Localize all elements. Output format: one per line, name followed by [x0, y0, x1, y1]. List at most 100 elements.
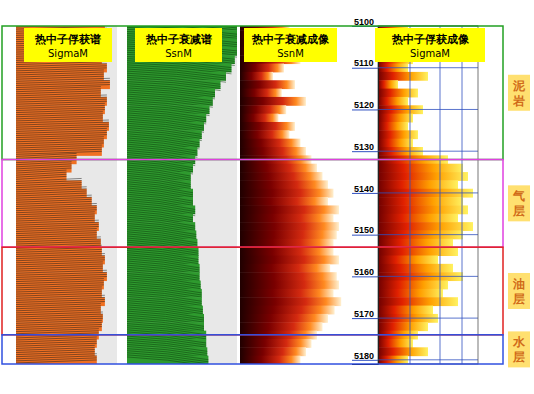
spectrum-fill — [16, 197, 92, 206]
tick-label: 5140 — [354, 184, 374, 194]
spectrum-wave — [127, 255, 199, 264]
grid-line — [378, 276, 478, 277]
image-strip — [240, 230, 337, 239]
track-title: 热中子俘获谱 — [34, 33, 101, 46]
image-strip — [240, 72, 273, 81]
image-strip — [378, 97, 408, 106]
track-title: 热中子衰减谱 — [145, 33, 212, 46]
image-strip — [240, 130, 290, 139]
track — [240, 26, 350, 364]
zone-label-box — [508, 273, 530, 309]
image-strip — [378, 139, 413, 148]
spectrum-wave — [127, 213, 193, 222]
image-strip — [240, 164, 317, 173]
spectrum-fill — [16, 314, 103, 323]
image-strip — [378, 256, 438, 265]
header-box — [24, 28, 112, 62]
track-background — [240, 26, 350, 364]
image-strip — [240, 122, 295, 131]
spectrum-wave — [16, 151, 102, 154]
spectrum-fill — [16, 105, 105, 114]
tick: 5130 — [352, 142, 378, 152]
spectrum-fill — [16, 189, 87, 198]
spectrum-fill — [16, 247, 102, 256]
track-background — [16, 26, 117, 364]
spectrum-fill — [16, 322, 102, 331]
image-strip — [378, 72, 428, 81]
spectrum-fill — [16, 97, 107, 106]
image-strip — [378, 306, 433, 315]
image-strip — [240, 222, 339, 231]
spectrum-fill — [16, 230, 97, 239]
tick: 5100 — [352, 17, 378, 27]
zone-label: 泥岩 — [512, 79, 526, 108]
chart: 510051105120513051405150516051705180泥岩气层… — [0, 0, 534, 394]
tick: 5180 — [352, 351, 378, 361]
image-strip — [240, 322, 323, 331]
image-strip — [378, 205, 468, 214]
tick-label: 5160 — [354, 267, 374, 277]
image-strip — [378, 264, 453, 273]
image-strip — [240, 105, 286, 114]
tick: 5160 — [352, 267, 378, 277]
grid-line — [378, 151, 478, 152]
tick-label: 5170 — [354, 309, 374, 319]
spectrum-wave — [16, 168, 72, 171]
spectrum-wave — [127, 347, 207, 356]
track — [127, 26, 237, 364]
grid-line-vertical — [440, 26, 441, 364]
grid-line — [378, 318, 478, 319]
image-strip — [378, 130, 418, 139]
image-strip — [240, 114, 279, 123]
image-strip — [240, 281, 339, 290]
image-strip — [240, 239, 334, 248]
spectrum-fill — [16, 180, 82, 189]
image-strip — [378, 180, 458, 189]
image-strip — [378, 222, 473, 231]
image-strip — [240, 339, 312, 348]
image-strip — [378, 239, 453, 248]
spectrum-wave — [127, 305, 203, 314]
spectrum-fill — [16, 256, 105, 265]
header-box — [375, 28, 485, 62]
spectrum-wave — [127, 221, 195, 230]
zone-box — [2, 335, 503, 364]
image-strip — [240, 214, 334, 223]
image-strip — [378, 89, 418, 98]
image-strip — [240, 172, 323, 181]
spectrum-wave — [16, 360, 97, 363]
tick: 5150 — [352, 225, 378, 235]
track-background — [127, 26, 237, 364]
track-background — [378, 26, 478, 364]
image-strip — [240, 264, 330, 273]
zone-box — [2, 26, 503, 160]
tick: 5120 — [352, 100, 378, 110]
zone-label-box — [508, 185, 530, 221]
spectrum-wave — [127, 280, 201, 289]
track — [378, 26, 478, 364]
spectrum-fill — [16, 114, 103, 123]
image-strip — [240, 289, 334, 298]
tick-label: 5120 — [354, 100, 374, 110]
tick-label: 5130 — [354, 142, 374, 152]
spectrum-wave — [127, 321, 204, 330]
spectrum-wave — [127, 196, 193, 205]
tick-label: 5180 — [354, 351, 374, 361]
image-strip — [378, 339, 413, 348]
image-strip — [240, 147, 306, 156]
image-strip — [240, 347, 306, 356]
axis-line — [352, 27, 379, 365]
spectrum-fill — [16, 239, 101, 248]
track-curve: SsnM — [165, 48, 192, 59]
spectrum-wave — [127, 271, 200, 280]
track-title: 热中子衰减成像 — [251, 33, 330, 46]
spectrum-fill — [16, 222, 99, 231]
tick-label: 5150 — [354, 225, 374, 235]
track-curve: SsnM — [277, 48, 304, 59]
image-strip — [378, 114, 413, 123]
spectrum-fill — [16, 64, 107, 73]
image-strip — [378, 164, 463, 173]
spectrum-fill — [16, 72, 104, 81]
image-strip — [240, 180, 328, 189]
spectrum-fill — [16, 89, 101, 98]
